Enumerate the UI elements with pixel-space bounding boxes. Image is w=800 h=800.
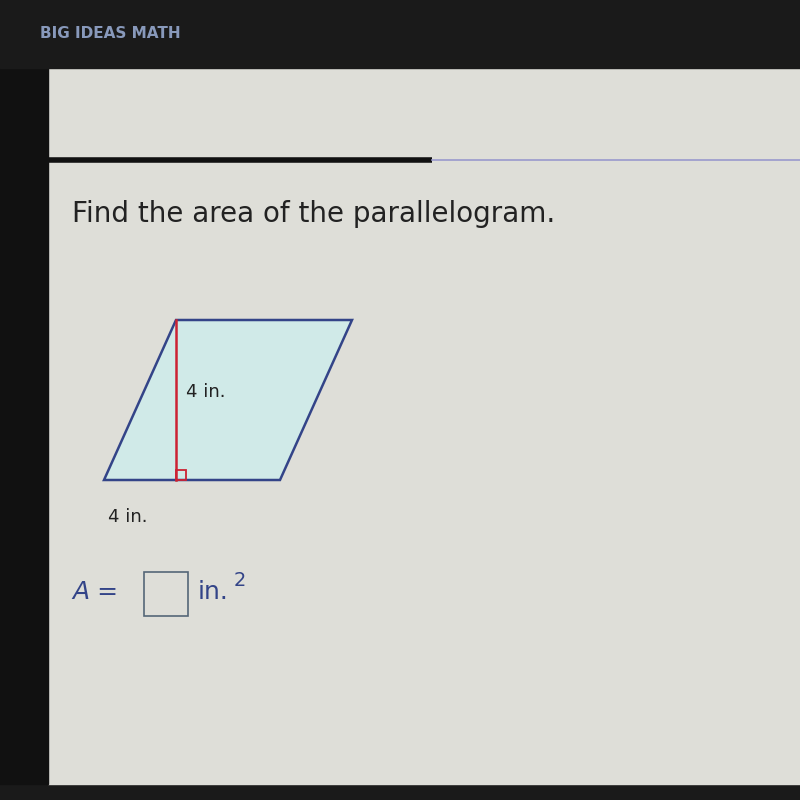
Bar bbox=[0, 0, 800, 68]
Polygon shape bbox=[104, 320, 352, 480]
Text: 4 in.: 4 in. bbox=[186, 383, 225, 401]
Bar bbox=[144, 572, 188, 616]
Text: in.: in. bbox=[198, 580, 229, 604]
Text: A =: A = bbox=[72, 580, 126, 604]
Bar bbox=[48, 68, 800, 784]
Text: 2: 2 bbox=[234, 570, 246, 590]
Bar bbox=[176, 470, 186, 480]
Bar bbox=[0, 68, 48, 784]
Text: BIG IDEAS MATH: BIG IDEAS MATH bbox=[40, 26, 181, 42]
Text: Find the area of the parallelogram.: Find the area of the parallelogram. bbox=[72, 200, 555, 228]
Text: 4 in.: 4 in. bbox=[108, 508, 147, 526]
